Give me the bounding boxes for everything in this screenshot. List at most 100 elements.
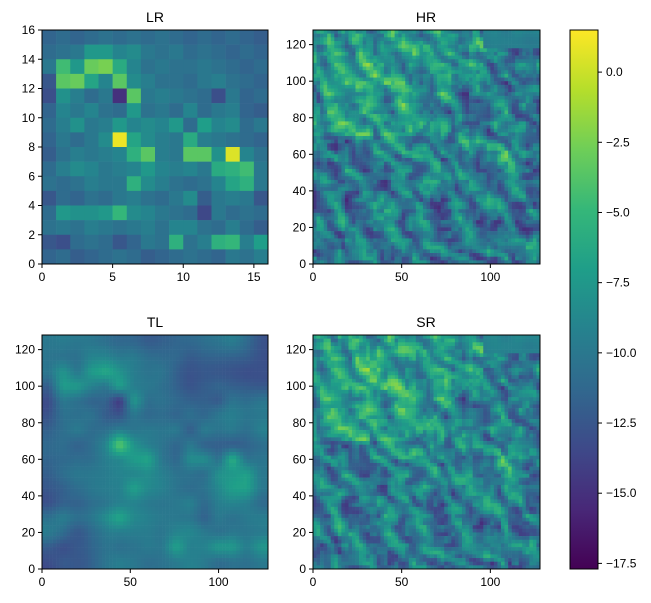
heatmap-cell: [70, 367, 75, 372]
heatmap-cell: [253, 30, 269, 45]
heatmap-cell: [458, 51, 463, 56]
heatmap-cell: [366, 121, 371, 126]
heatmap-cell: [373, 81, 378, 86]
heatmap-cell: [476, 99, 481, 104]
heatmap-cell: [476, 106, 481, 111]
heatmap-cell: [337, 128, 342, 133]
heatmap-cell: [112, 117, 128, 133]
heatmap-cell: [486, 73, 491, 78]
heatmap-cell: [483, 249, 488, 254]
heatmap-cell: [320, 238, 324, 243]
heatmap-cell: [320, 260, 324, 265]
heatmap-cell: [348, 132, 353, 137]
heatmap-cell: [169, 234, 184, 250]
heatmap-cell: [327, 165, 332, 170]
heatmap-cell: [323, 205, 328, 210]
heatmap-cell: [77, 364, 82, 369]
heatmap-cell: [451, 220, 456, 225]
heatmap-cell: [500, 77, 505, 82]
heatmap-cell: [359, 143, 363, 148]
heatmap-cell: [458, 88, 463, 93]
heatmap-cell: [362, 176, 367, 181]
heatmap-cell: [504, 216, 509, 221]
heatmap-cell: [373, 242, 378, 247]
heatmap-cell: [476, 84, 481, 89]
heatmap-cell: [320, 231, 324, 236]
heatmap-cell: [422, 205, 427, 210]
heatmap-cell: [472, 201, 477, 206]
heatmap-cell: [525, 249, 530, 254]
heatmap-cell: [461, 37, 466, 42]
heatmap-cell: [186, 364, 191, 369]
heatmap-cell: [440, 66, 445, 71]
heatmap-cell: [383, 165, 388, 170]
heatmap-cell: [126, 176, 142, 192]
heatmap-cell: [398, 212, 402, 217]
heatmap-cell: [169, 220, 184, 236]
heatmap-cell: [169, 132, 184, 148]
heatmap-cell: [518, 253, 523, 257]
heatmap-cell: [440, 245, 445, 250]
heatmap-cell: [207, 353, 212, 358]
heatmap-cell: [112, 205, 128, 221]
heatmap-cell: [264, 338, 269, 343]
heatmap-cell: [362, 157, 367, 162]
heatmap-cell: [472, 227, 477, 232]
heatmap-cell: [490, 179, 495, 184]
x-tick-label: 15: [247, 270, 261, 284]
heatmap-cell: [447, 136, 452, 140]
heatmap-cell: [80, 338, 85, 343]
heatmap-cell: [183, 220, 198, 236]
heatmap-cell: [352, 92, 356, 97]
heatmap-cell: [313, 220, 317, 225]
heatmap-cell: [437, 66, 441, 71]
heatmap-cell: [422, 165, 427, 170]
heatmap-cell: [391, 132, 395, 137]
heatmap-cell: [366, 48, 371, 53]
heatmap-cell: [344, 190, 349, 195]
heatmap-cell: [412, 147, 417, 151]
heatmap-cell: [376, 212, 381, 217]
heatmap-cell: [408, 95, 413, 100]
heatmap-cell: [415, 154, 420, 159]
heatmap-cell: [430, 161, 434, 166]
heatmap-cell: [313, 136, 317, 140]
heatmap-cell: [479, 95, 484, 100]
heatmap-cell: [508, 73, 512, 78]
heatmap-cell: [165, 356, 170, 361]
heatmap-cell: [522, 128, 527, 133]
heatmap-cell: [458, 33, 463, 38]
heatmap-cell: [486, 165, 491, 170]
heatmap-cell: [518, 168, 523, 173]
heatmap-cell: [511, 66, 516, 71]
heatmap-cell: [140, 356, 145, 361]
heatmap-cell: [437, 44, 441, 49]
heatmap-cell: [532, 62, 537, 67]
heatmap-cell: [320, 128, 324, 133]
heatmap-cell: [451, 48, 456, 53]
heatmap-cell: [444, 59, 449, 64]
heatmap-cell: [454, 234, 459, 239]
heatmap-cell: [225, 342, 230, 347]
heatmap-cell: [408, 176, 413, 181]
heatmap-cell: [486, 223, 491, 228]
heatmap-cell: [515, 201, 520, 206]
heatmap-cell: [204, 335, 209, 339]
heatmap-cell: [91, 349, 96, 354]
heatmap-cell: [422, 198, 427, 203]
heatmap-cell: [355, 190, 360, 195]
heatmap-cell: [479, 249, 484, 254]
heatmap-cell: [412, 165, 417, 170]
heatmap-cell: [380, 139, 385, 144]
heatmap-cell: [376, 249, 381, 254]
heatmap-cell: [366, 55, 371, 60]
heatmap-cell: [316, 205, 321, 210]
heatmap-cell: [112, 335, 117, 339]
heatmap-cell: [344, 110, 349, 115]
heatmap-cell: [222, 360, 226, 365]
heatmap-cell: [369, 256, 374, 261]
heatmap-cell: [383, 198, 388, 203]
heatmap-cell: [490, 62, 495, 67]
heatmap-cell: [391, 99, 395, 104]
heatmap-cell: [426, 220, 431, 225]
